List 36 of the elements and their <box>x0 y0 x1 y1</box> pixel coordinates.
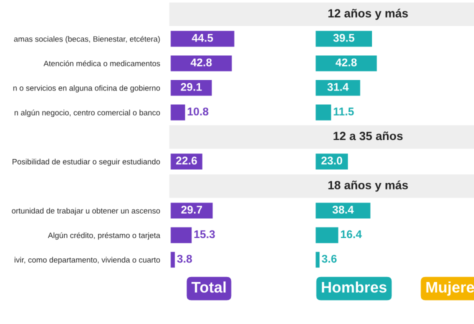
bar <box>170 30 236 48</box>
bar <box>315 54 378 73</box>
bar <box>170 103 186 122</box>
data-label: 10.8 <box>188 108 208 116</box>
data-label: 42.8 <box>190 58 212 66</box>
data-label: 3.8 <box>177 254 192 263</box>
data-label: 11.5 <box>334 108 354 116</box>
bar <box>170 201 214 220</box>
bar <box>170 250 176 270</box>
bar <box>315 226 340 244</box>
bar <box>315 78 362 98</box>
data-label: 16.4 <box>340 230 362 238</box>
text: Hombres <box>322 281 386 293</box>
data-label: 44.5 <box>192 34 214 42</box>
bar <box>170 78 214 98</box>
bar <box>315 103 332 122</box>
bar <box>315 30 374 48</box>
data-label: 23.0 <box>321 156 342 165</box>
bar <box>170 226 194 244</box>
data-label: 15.3 <box>194 230 215 238</box>
text: Mujere <box>426 281 474 296</box>
bar <box>315 201 372 220</box>
annotation: 12 años y más <box>328 8 408 20</box>
data-label: 39.5 <box>333 34 354 42</box>
data-label: 38.4 <box>332 206 354 214</box>
bar <box>315 250 321 270</box>
bar <box>170 54 234 73</box>
data-label: 22.6 <box>176 156 197 165</box>
annotation: 18 años y más <box>328 180 408 192</box>
data-label: 31.4 <box>327 83 349 91</box>
data-label: 3.6 <box>322 254 337 263</box>
annotation: 12 a 35 años <box>334 132 403 140</box>
data-label: 42.8 <box>336 58 357 66</box>
data-label: 29.1 <box>180 83 202 91</box>
text: Total <box>191 281 226 293</box>
data-label: 29.7 <box>181 206 202 214</box>
